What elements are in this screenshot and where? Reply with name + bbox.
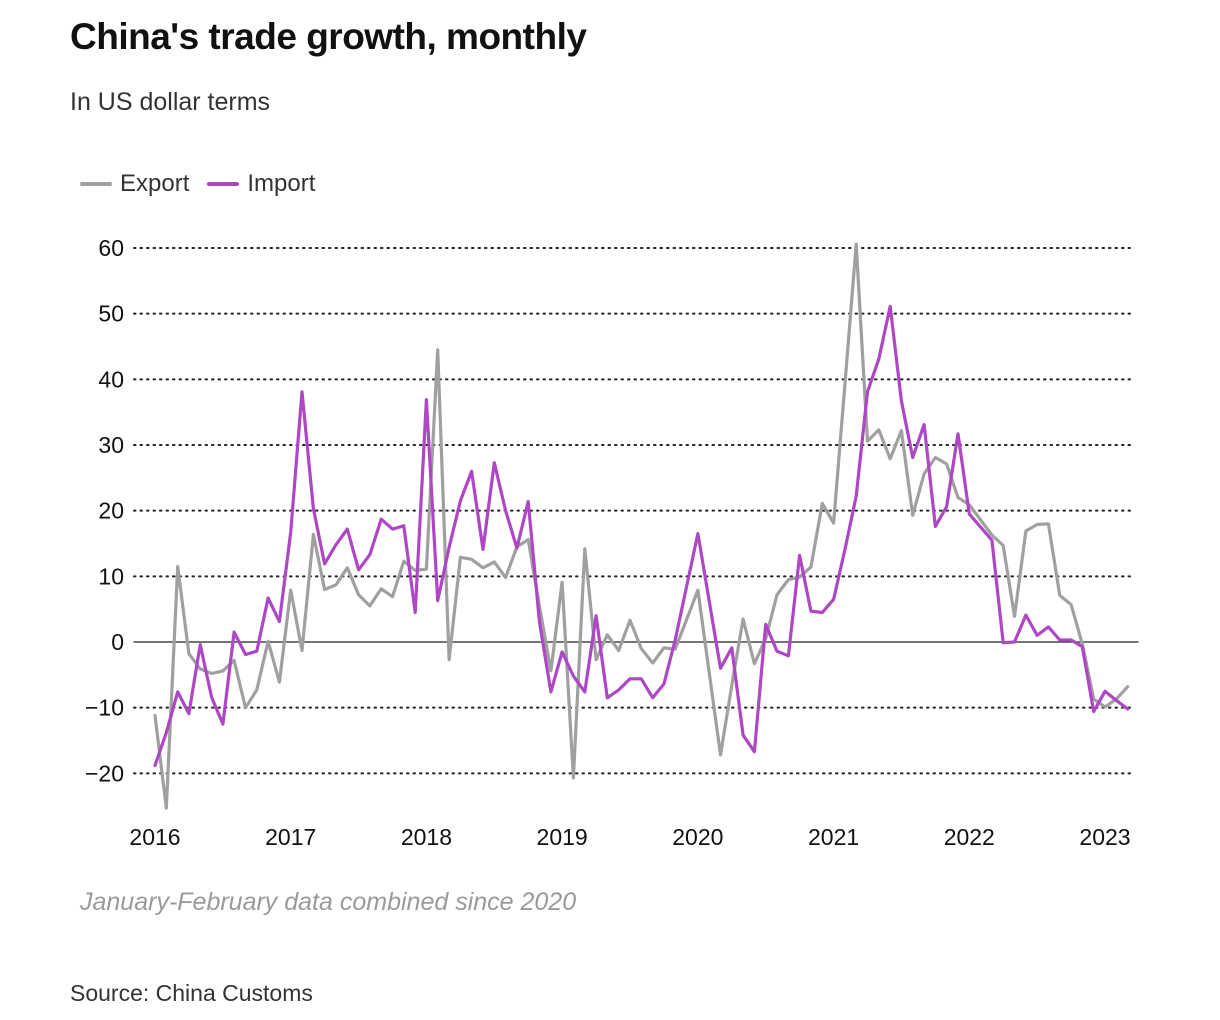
x-tick-label: 2016 [129, 824, 180, 850]
y-tick-label: 20 [98, 498, 124, 524]
line-chart: 60 50 40 30 20 10 0 −10 −20 2016 2017 2018 2019 2020… [85, 235, 1139, 850]
x-axis-ticks: 2016 2017 2018 2019 2020 2021 2022 2023 [129, 824, 1130, 850]
legend-swatch-export [80, 182, 112, 186]
legend-item-export: Export [80, 170, 189, 198]
series-lines [153, 242, 1130, 810]
y-tick-label: 50 [98, 301, 124, 327]
x-tick-label: 2020 [672, 824, 723, 850]
chart-subtitle: In US dollar terms [70, 88, 271, 116]
series-line-import [153, 304, 1130, 768]
x-tick-label: 2018 [401, 824, 452, 850]
y-tick-label: 60 [98, 235, 124, 261]
series-line-export [153, 242, 1130, 810]
y-tick-label: −10 [85, 695, 124, 721]
legend-label-export: Export [120, 170, 190, 197]
legend-item-import: Import [207, 170, 315, 198]
y-tick-label: 40 [98, 366, 124, 392]
y-tick-label: 30 [98, 432, 124, 458]
gridlines [133, 247, 1139, 775]
x-tick-label: 2021 [808, 824, 859, 850]
chart-title: China's trade growth, monthly [70, 16, 587, 57]
legend-label-import: Import [247, 170, 316, 197]
y-axis-ticks: 60 50 40 30 20 10 0 −10 −20 [85, 235, 124, 786]
x-tick-label: 2019 [537, 824, 588, 850]
y-tick-label: −20 [85, 760, 124, 786]
x-tick-label: 2023 [1079, 824, 1130, 850]
y-tick-label: 10 [98, 563, 124, 589]
chart-note: January-February data combined since 202… [80, 888, 577, 916]
chart-source: Source: China Customs [70, 980, 313, 1006]
x-tick-label: 2017 [265, 824, 316, 850]
legend-swatch-import [207, 182, 240, 186]
x-tick-label: 2022 [944, 824, 995, 850]
legend: Export Import [80, 170, 315, 198]
y-tick-label: 0 [111, 629, 124, 655]
